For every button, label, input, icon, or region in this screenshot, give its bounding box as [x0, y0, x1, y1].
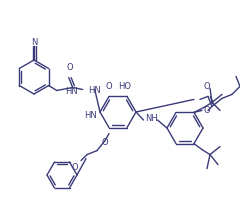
Text: HN: HN: [88, 86, 101, 95]
Text: HN: HN: [84, 110, 97, 119]
Text: O: O: [66, 63, 73, 73]
Text: O: O: [71, 163, 78, 172]
Text: N: N: [31, 37, 37, 47]
Text: HN: HN: [65, 87, 78, 96]
Text: O: O: [204, 106, 211, 115]
Text: HO: HO: [119, 82, 132, 91]
Text: O: O: [106, 82, 112, 91]
Text: O: O: [102, 138, 108, 147]
Text: NH: NH: [145, 114, 158, 123]
Text: O: O: [204, 82, 210, 91]
